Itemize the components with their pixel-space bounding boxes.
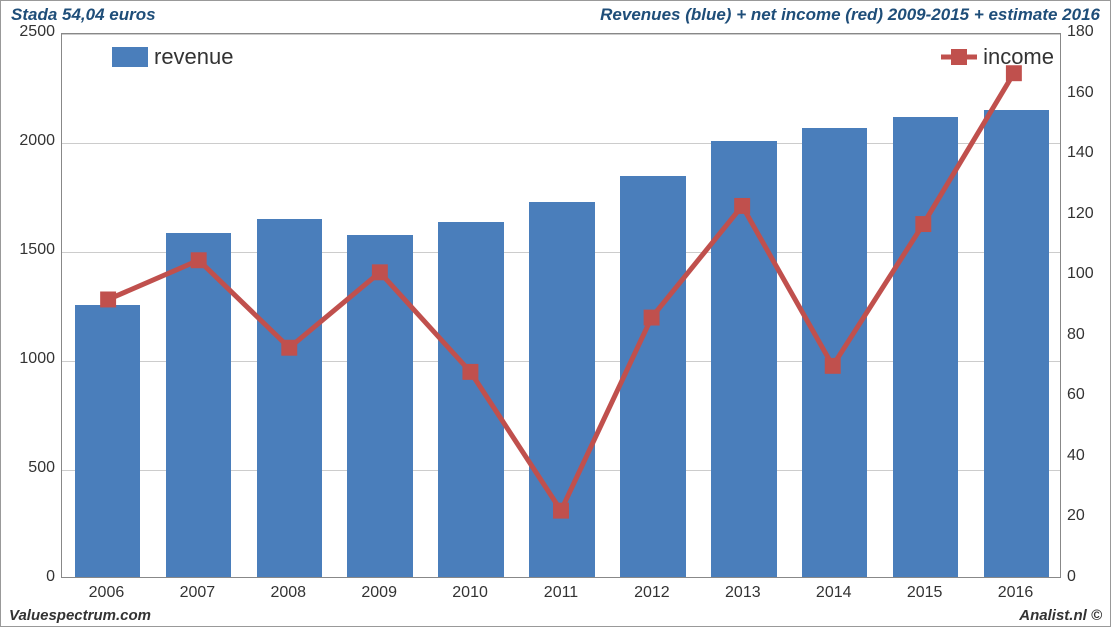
legend-label: income	[983, 44, 1054, 70]
bar-revenue	[347, 235, 412, 577]
bar-revenue	[984, 110, 1049, 577]
y-right-tick-label: 20	[1067, 507, 1111, 525]
title-left: Stada 54,04 euros	[11, 5, 156, 25]
bar-revenue	[620, 176, 685, 577]
title-right: Revenues (blue) + net income (red) 2009-…	[600, 5, 1100, 25]
x-tick-label: 2010	[452, 584, 488, 602]
plot-area: revenue income	[61, 33, 1061, 578]
bar-revenue	[711, 141, 776, 577]
bar-revenue	[802, 128, 867, 577]
y-right-tick-label: 180	[1067, 23, 1111, 41]
y-left-tick-label: 1500	[5, 241, 55, 259]
x-tick-label: 2008	[270, 584, 306, 602]
x-tick-label: 2015	[907, 584, 943, 602]
bar-revenue	[257, 219, 322, 577]
x-tick-label: 2011	[544, 584, 578, 602]
y-right-tick-label: 40	[1067, 447, 1111, 465]
y-left-tick-label: 2500	[5, 23, 55, 41]
y-right-tick-label: 60	[1067, 386, 1111, 404]
x-tick-label: 2009	[361, 584, 397, 602]
footer-right: Analist.nl ©	[1019, 607, 1102, 624]
y-left-tick-label: 500	[5, 459, 55, 477]
x-tick-label: 2016	[998, 584, 1034, 602]
y-right-tick-label: 100	[1067, 265, 1111, 283]
bar-revenue	[529, 202, 594, 577]
x-tick-label: 2012	[634, 584, 670, 602]
y-right-tick-label: 160	[1067, 84, 1111, 102]
legend-swatch-bar	[112, 47, 148, 67]
x-tick-label: 2014	[816, 584, 852, 602]
bar-revenue	[893, 117, 958, 577]
y-left-tick-label: 2000	[5, 132, 55, 150]
bar-revenue	[75, 305, 140, 578]
bar-revenue	[438, 222, 503, 577]
legend-line: income	[941, 44, 1054, 70]
title-bar: Stada 54,04 euros Revenues (blue) + net …	[1, 1, 1110, 29]
grid-line	[62, 34, 1060, 35]
y-left-tick-label: 0	[5, 568, 55, 586]
legend-bar: revenue	[112, 44, 234, 70]
legend-swatch-line	[941, 46, 977, 68]
legend-label: revenue	[154, 44, 234, 70]
y-right-tick-label: 140	[1067, 144, 1111, 162]
x-tick-label: 2007	[180, 584, 216, 602]
footer: Valuespectrum.com Analist.nl ©	[1, 607, 1110, 624]
y-right-tick-label: 80	[1067, 326, 1111, 344]
x-tick-label: 2006	[89, 584, 125, 602]
bar-revenue	[166, 233, 231, 577]
y-right-tick-label: 120	[1067, 205, 1111, 223]
x-tick-label: 2013	[725, 584, 761, 602]
y-right-tick-label: 0	[1067, 568, 1111, 586]
y-left-tick-label: 1000	[5, 350, 55, 368]
chart-container: Stada 54,04 euros Revenues (blue) + net …	[0, 0, 1111, 627]
footer-left: Valuespectrum.com	[9, 607, 151, 624]
